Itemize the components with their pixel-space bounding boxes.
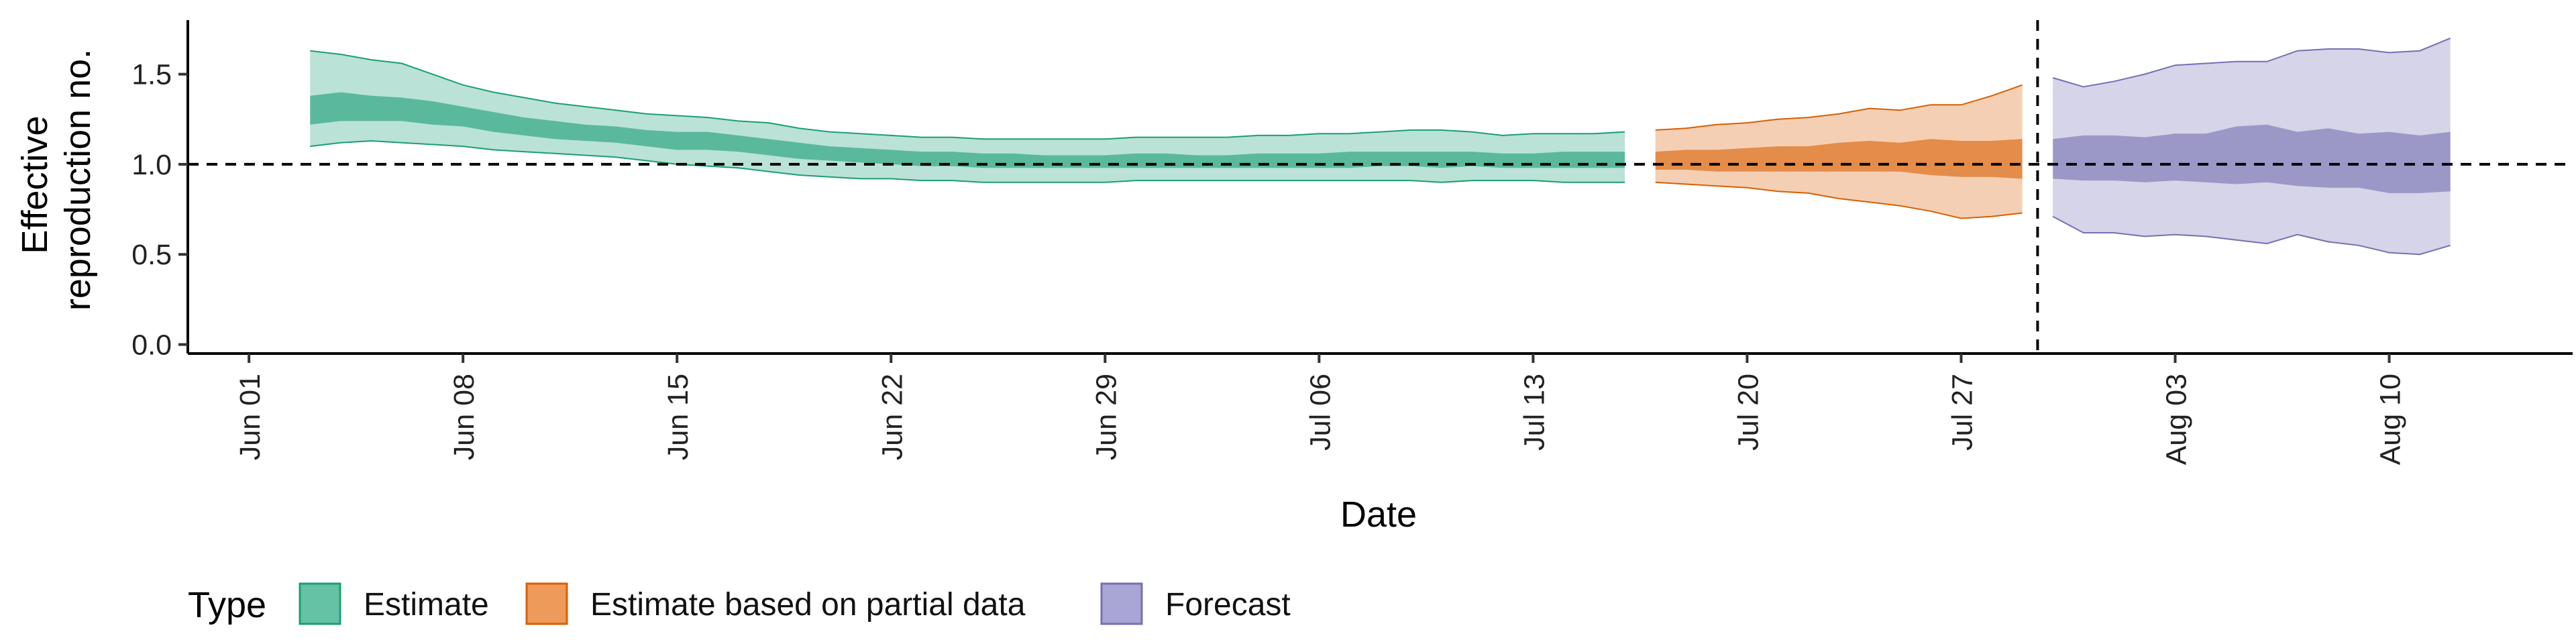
ribbon-upper-edge-estimate: [310, 50, 1625, 140]
ribbon-upper-edge-forecast: [2052, 37, 2451, 88]
legend-label-partial: Estimate based on partial data: [590, 587, 1026, 623]
ribbon-90-estimate: [310, 50, 1625, 182]
x-tick-label: Jul 13: [1518, 374, 1550, 451]
x-tick-label: Aug 10: [2375, 374, 2407, 465]
legend-key-forecast: [1100, 582, 1143, 625]
y-axis-title-line-1: Effective: [15, 115, 55, 254]
reference-lines: [188, 20, 2573, 354]
y-tick-label: 1.5: [131, 59, 172, 91]
legend-label-estimate: Estimate: [364, 587, 489, 623]
ribbons-layer: [310, 37, 2451, 256]
y-tick-label: 0.5: [131, 239, 172, 271]
x-tick-label: Jun 22: [876, 374, 908, 460]
legend: Type Estimate Estimate based on partial …: [188, 582, 1291, 625]
y-axis-title: Effective reproduction no.: [15, 49, 98, 311]
x-tick-label: Jul 20: [1732, 374, 1764, 451]
y-axis-title-line-2: reproduction no.: [58, 49, 98, 311]
x-tick-label: Jul 27: [1947, 374, 1979, 451]
x-axis-title: Date: [1340, 494, 1417, 535]
x-tick-label: Aug 03: [2161, 374, 2193, 465]
ribbon-lower-edge-estimate: [310, 140, 1625, 183]
x-tick-label: Jun 15: [662, 374, 694, 460]
ribbon-50-estimate: [310, 92, 1625, 168]
x-tick-label: Jun 01: [234, 374, 266, 460]
y-tick-label: 0.0: [131, 329, 172, 362]
x-tick-label: Jul 06: [1304, 374, 1336, 451]
legend-label-forecast: Forecast: [1165, 587, 1291, 623]
legend-key-estimate: [299, 582, 341, 625]
legend-key-partial: [525, 582, 568, 625]
axes-layer: [178, 20, 2573, 363]
y-tick-label: 1.0: [131, 149, 172, 181]
ribbon-upper-edge-partial: [1655, 84, 2023, 131]
ribbon-lower-edge-partial: [1655, 181, 2023, 219]
legend-title: Type: [188, 585, 266, 625]
x-tick-label: Jun 29: [1090, 374, 1122, 460]
ribbon-50-forecast: [2053, 124, 2451, 193]
ribbon-50-partial: [1655, 139, 2023, 179]
x-tick-label: Jun 08: [448, 374, 480, 460]
ribbon-lower-edge-forecast: [2052, 215, 2451, 256]
tick-labels-layer: 0.0 0.5 1.0 1.5 Jun 01 Jun 08 Jun 15 Jun 22 Jun …: [131, 59, 2406, 466]
